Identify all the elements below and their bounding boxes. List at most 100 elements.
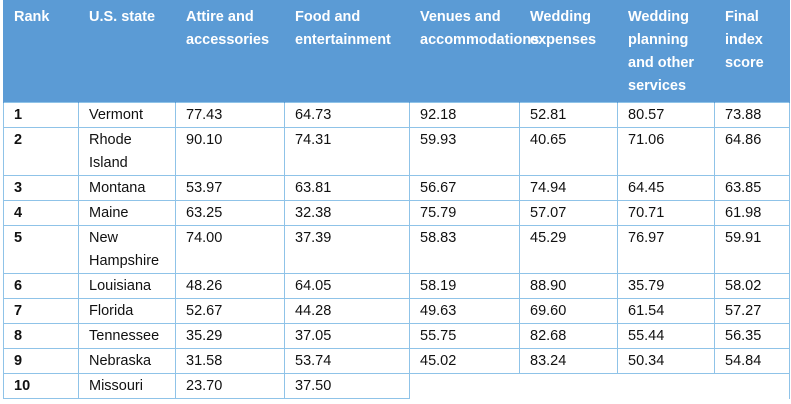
cell-venues: 49.63: [409, 298, 520, 324]
cell-venues: 75.79: [409, 200, 520, 226]
cell-final-score: 58.02: [714, 273, 790, 299]
cell-wedding-expenses: 82.68: [519, 323, 618, 349]
table-body: 1 Vermont 77.43 64.73 92.18 52.81 80.57 73.88 2 R…: [3, 102, 790, 399]
cell-food: 74.31: [284, 127, 410, 176]
cell-final-score: 56.35: [714, 323, 790, 349]
cell-state: Missouri: [78, 373, 176, 399]
cell-state: Nebraska: [78, 348, 176, 374]
cell-attire: 52.67: [175, 298, 285, 324]
cell-rank: 9: [3, 348, 79, 374]
cell-food: 37.50: [284, 373, 410, 399]
cell-state: Rhode Island: [78, 127, 176, 176]
cell-rank: 7: [3, 298, 79, 324]
cell-final-score: 57.27: [714, 298, 790, 324]
cell-venues: 55.75: [409, 323, 520, 349]
cell-food: 37.05: [284, 323, 410, 349]
cell-wedding-expenses: 74.94: [519, 175, 618, 201]
table-row: 6 Louisiana 48.26 64.05 58.19 88.90 35.79 58.02: [3, 273, 790, 299]
table-row: 1 Vermont 77.43 64.73 92.18 52.81 80.57 73.88: [3, 102, 790, 128]
cell-planning: 80.57: [617, 102, 715, 128]
cell-attire: 77.43: [175, 102, 285, 128]
cell-planning: 61.54: [617, 298, 715, 324]
cell-venues: 45.02: [409, 348, 520, 374]
cell-final-score: 73.88: [714, 102, 790, 128]
cell-food: 64.05: [284, 273, 410, 299]
header-final-score: Final index score: [714, 0, 790, 103]
cell-rank: 8: [3, 323, 79, 349]
cell-state: Vermont: [78, 102, 176, 128]
cell-rank: 3: [3, 175, 79, 201]
empty-cell: [519, 373, 618, 399]
header-attire: Attire and accessories: [175, 0, 285, 103]
cell-wedding-expenses: 45.29: [519, 225, 618, 274]
cell-food: 63.81: [284, 175, 410, 201]
cell-rank: 4: [3, 200, 79, 226]
cell-state: New Hampshire: [78, 225, 176, 274]
empty-cell: [409, 373, 520, 399]
cell-food: 32.38: [284, 200, 410, 226]
table-row: 3 Montana 53.97 63.81 56.67 74.94 64.45 63.85: [3, 175, 790, 201]
cell-rank: 2: [3, 127, 79, 176]
cell-final-score: 54.84: [714, 348, 790, 374]
cell-attire: 63.25: [175, 200, 285, 226]
header-row: Rank U.S. state Attire and accessories F…: [3, 0, 790, 103]
cell-state: Florida: [78, 298, 176, 324]
empty-cell: [617, 373, 715, 399]
table-row: 8 Tennessee 35.29 37.05 55.75 82.68 55.44 56.35: [3, 323, 790, 349]
cell-planning: 55.44: [617, 323, 715, 349]
table-row: 10 Missouri 23.70 37.50: [3, 373, 790, 399]
table-row: 4 Maine 63.25 32.38 75.79 57.07 70.71 61.98: [3, 200, 790, 226]
cell-planning: 64.45: [617, 175, 715, 201]
cell-rank: 6: [3, 273, 79, 299]
table-header: Rank U.S. state Attire and accessories F…: [3, 0, 790, 103]
cell-venues: 58.83: [409, 225, 520, 274]
cell-rank: 5: [3, 225, 79, 274]
cell-state: Montana: [78, 175, 176, 201]
cell-wedding-expenses: 40.65: [519, 127, 618, 176]
cell-venues: 59.93: [409, 127, 520, 176]
table-row: 2 Rhode Island 90.10 74.31 59.93 40.65 71.06 64…: [3, 127, 790, 176]
cell-wedding-expenses: 52.81: [519, 102, 618, 128]
cell-attire: 90.10: [175, 127, 285, 176]
cell-state: Maine: [78, 200, 176, 226]
cell-attire: 35.29: [175, 323, 285, 349]
header-venues: Venues and accommodations: [409, 0, 539, 103]
cell-attire: 31.58: [175, 348, 285, 374]
cell-attire: 53.97: [175, 175, 285, 201]
table-row: 5 New Hampshire 74.00 37.39 58.83 45.29 76.97 5…: [3, 225, 790, 274]
cell-venues: 56.67: [409, 175, 520, 201]
table-row: 9 Nebraska 31.58 53.74 45.02 83.24 50.34 54.84: [3, 348, 790, 374]
table-row: 7 Florida 52.67 44.28 49.63 69.60 61.54 57.27: [3, 298, 790, 324]
cell-state: Louisiana: [78, 273, 176, 299]
empty-cell: [714, 373, 790, 399]
cell-food: 53.74: [284, 348, 410, 374]
cell-rank: 1: [3, 102, 79, 128]
cell-venues: 92.18: [409, 102, 520, 128]
header-food: Food and entertainment: [284, 0, 410, 103]
cell-rank: 10: [3, 373, 79, 399]
cell-food: 44.28: [284, 298, 410, 324]
cell-wedding-expenses: 57.07: [519, 200, 618, 226]
cell-final-score: 64.86: [714, 127, 790, 176]
cell-attire: 23.70: [175, 373, 285, 399]
header-rank: Rank: [3, 0, 79, 103]
cell-attire: 48.26: [175, 273, 285, 299]
cell-state: Tennessee: [78, 323, 176, 349]
cell-final-score: 63.85: [714, 175, 790, 201]
cell-food: 64.73: [284, 102, 410, 128]
cell-planning: 70.71: [617, 200, 715, 226]
cell-venues: 58.19: [409, 273, 520, 299]
cell-food: 37.39: [284, 225, 410, 274]
wedding-cost-ranking-table: Rank U.S. state Attire and accessories F…: [3, 0, 790, 399]
cell-final-score: 59.91: [714, 225, 790, 274]
header-wedding-expenses: Wedding expenses: [519, 0, 618, 103]
cell-planning: 71.06: [617, 127, 715, 176]
cell-wedding-expenses: 88.90: [519, 273, 618, 299]
cell-wedding-expenses: 69.60: [519, 298, 618, 324]
cell-wedding-expenses: 83.24: [519, 348, 618, 374]
cell-planning: 76.97: [617, 225, 715, 274]
cell-planning: 50.34: [617, 348, 715, 374]
cell-final-score: 61.98: [714, 200, 790, 226]
cell-attire: 74.00: [175, 225, 285, 274]
